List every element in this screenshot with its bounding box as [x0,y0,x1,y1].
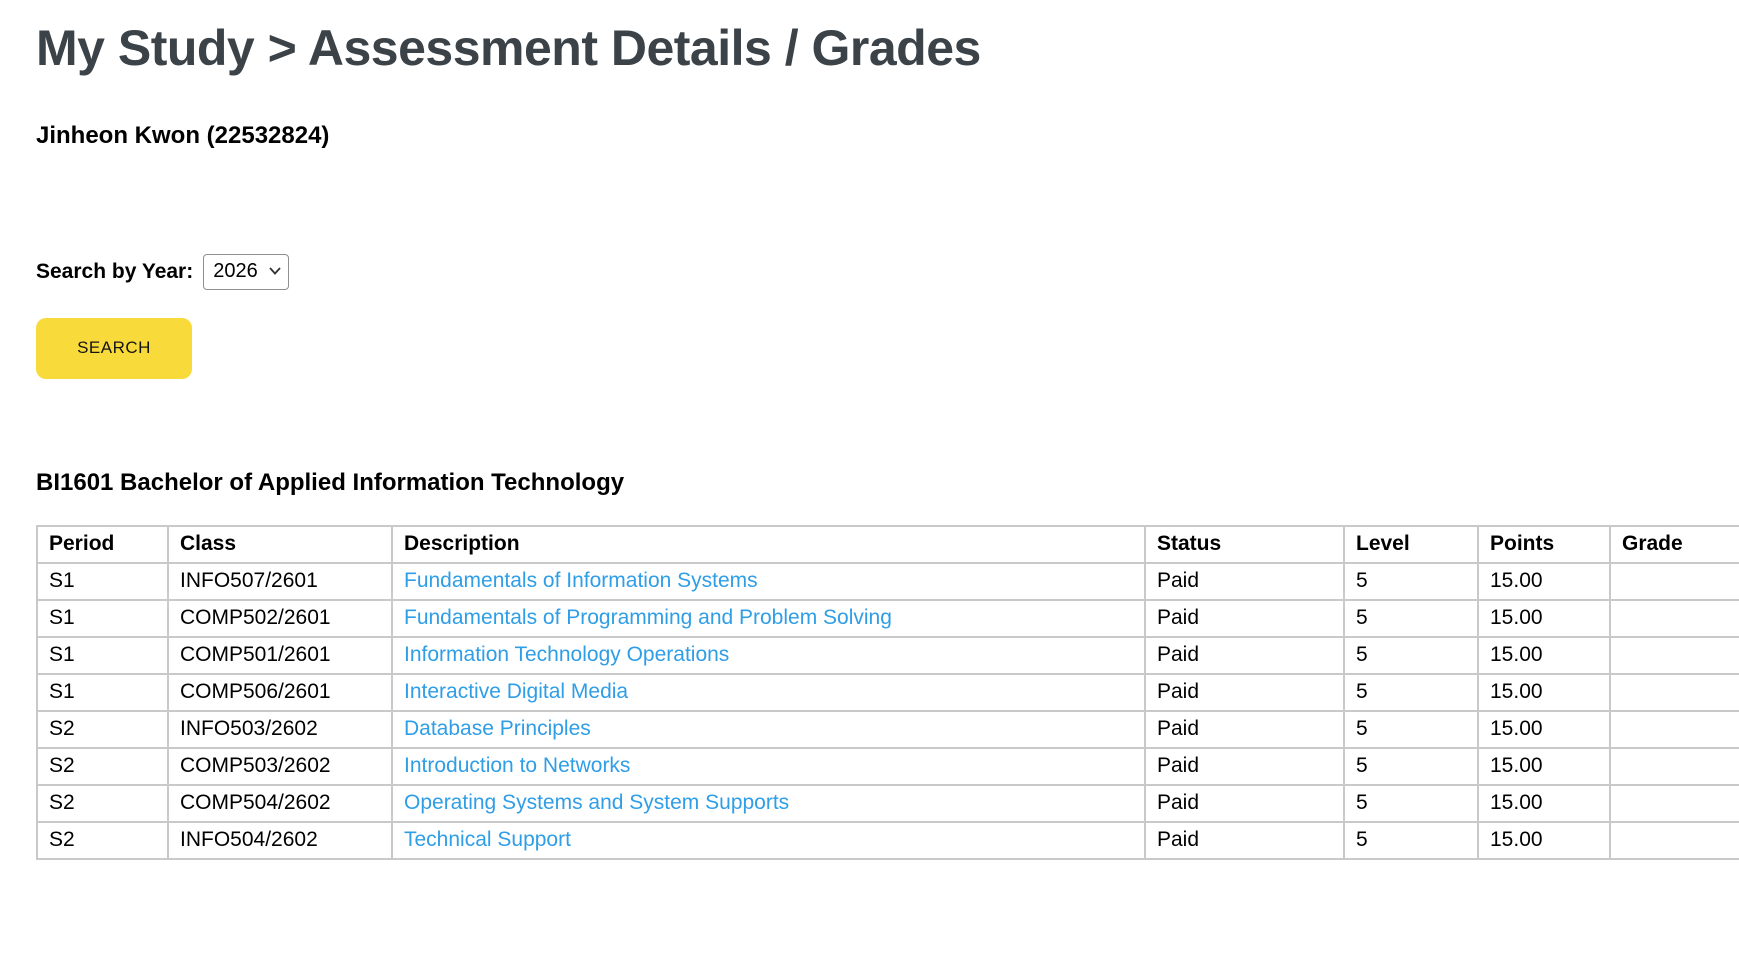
table-row: S1 COMP501/2601 Information Technology Ope… [36,635,1739,675]
cell-level: 5 [1343,672,1479,712]
cell-status: Paid [1144,561,1345,601]
cell-description: Introduction to Networks [391,746,1146,786]
cell-class: INFO503/2602 [167,709,393,749]
cell-points: 15.00 [1477,820,1611,860]
cell-level: 5 [1343,746,1479,786]
class-link[interactable]: Fundamentals of Information Systems [404,568,758,592]
column-header-points: Points [1477,524,1611,564]
cell-class: COMP502/2601 [167,598,393,638]
cell-points: 15.00 [1477,709,1611,749]
cell-period: S1 [36,672,169,712]
cell-status: Paid [1144,598,1345,638]
column-header-period: Period [36,524,169,564]
table-row: S1 INFO507/2601 Fundamentals of Informatio… [36,561,1739,601]
table-row: S1 COMP502/2601 Fundamentals of Programmin… [36,598,1739,638]
cell-grade [1609,598,1739,638]
cell-description: Database Principles [391,709,1146,749]
cell-grade [1609,783,1739,823]
cell-points: 15.00 [1477,598,1611,638]
cell-points: 15.00 [1477,635,1611,675]
cell-description: Interactive Digital Media [391,672,1146,712]
column-header-level: Level [1343,524,1479,564]
cell-grade [1609,561,1739,601]
cell-level: 5 [1343,783,1479,823]
class-link[interactable]: Database Principles [404,716,591,740]
cell-class: INFO507/2601 [167,561,393,601]
cell-level: 5 [1343,635,1479,675]
cell-grade [1609,746,1739,786]
column-header-grade: Grade [1609,524,1739,564]
year-select[interactable]: 2026 [203,253,290,290]
grades-table: Period Class Description Status Level Points G… [36,524,1739,860]
class-link[interactable]: Fundamentals of Programming and Problem … [404,605,892,629]
cell-description: Fundamentals of Information Systems [391,561,1146,601]
cell-points: 15.00 [1477,561,1611,601]
class-link[interactable]: Operating Systems and System Supports [404,790,790,814]
cell-grade [1609,709,1739,749]
cell-period: S2 [36,746,169,786]
cell-grade [1609,672,1739,712]
cell-level: 5 [1343,709,1479,749]
table-row: S2 INFO503/2602 Database Principles Paid 5 15… [36,709,1739,749]
class-link[interactable]: Information Technology Operations [404,642,730,666]
cell-status: Paid [1144,672,1345,712]
cell-status: Paid [1144,746,1345,786]
year-select-wrap: 2026 [203,253,290,290]
cell-period: S2 [36,709,169,749]
cell-description: Fundamentals of Programming and Problem … [391,598,1146,638]
table-header-row: Period Class Description Status Level Points G… [36,524,1739,564]
table-row: S2 INFO504/2602 Technical Support Paid 5 15.0… [36,820,1739,860]
cell-period: S1 [36,635,169,675]
cell-level: 5 [1343,561,1479,601]
cell-status: Paid [1144,820,1345,860]
cell-period: S1 [36,561,169,601]
cell-period: S2 [36,820,169,860]
cell-status: Paid [1144,709,1345,749]
table-row: S2 COMP503/2602 Introduction to Networks Pa… [36,746,1739,786]
cell-points: 15.00 [1477,783,1611,823]
table-row: S1 COMP506/2601 Interactive Digital Media P… [36,672,1739,712]
search-row: Search by Year: 2026 [36,253,1739,290]
cell-grade [1609,820,1739,860]
cell-class: COMP506/2601 [167,672,393,712]
cell-level: 5 [1343,598,1479,638]
cell-status: Paid [1144,635,1345,675]
column-header-description: Description [391,524,1146,564]
class-link[interactable]: Introduction to Networks [404,753,631,777]
student-name: Jinheon Kwon (22532824) [36,121,330,149]
cell-class: COMP501/2601 [167,635,393,675]
program-heading: BI1601 Bachelor of Applied Information T… [36,468,625,496]
cell-points: 15.00 [1477,746,1611,786]
page-title: My Study > Assessment Details / Grades [36,20,981,76]
table-row: S2 COMP504/2602 Operating Systems and Syst… [36,783,1739,823]
cell-points: 15.00 [1477,672,1611,712]
cell-description: Information Technology Operations [391,635,1146,675]
class-link[interactable]: Technical Support [404,827,571,851]
cell-class: INFO504/2602 [167,820,393,860]
cell-class: COMP503/2602 [167,746,393,786]
column-header-class: Class [167,524,393,564]
grades-table-body: S1 INFO507/2601 Fundamentals of Informatio… [36,561,1739,860]
cell-status: Paid [1144,783,1345,823]
class-link[interactable]: Interactive Digital Media [404,679,629,703]
column-header-status: Status [1144,524,1345,564]
cell-grade [1609,635,1739,675]
cell-description: Operating Systems and System Supports [391,783,1146,823]
cell-description: Technical Support [391,820,1146,860]
cell-class: COMP504/2602 [167,783,393,823]
cell-period: S1 [36,598,169,638]
cell-level: 5 [1343,820,1479,860]
search-year-label: Search by Year: [36,259,194,283]
search-button[interactable]: SEARCH [36,317,192,379]
cell-period: S2 [36,783,169,823]
